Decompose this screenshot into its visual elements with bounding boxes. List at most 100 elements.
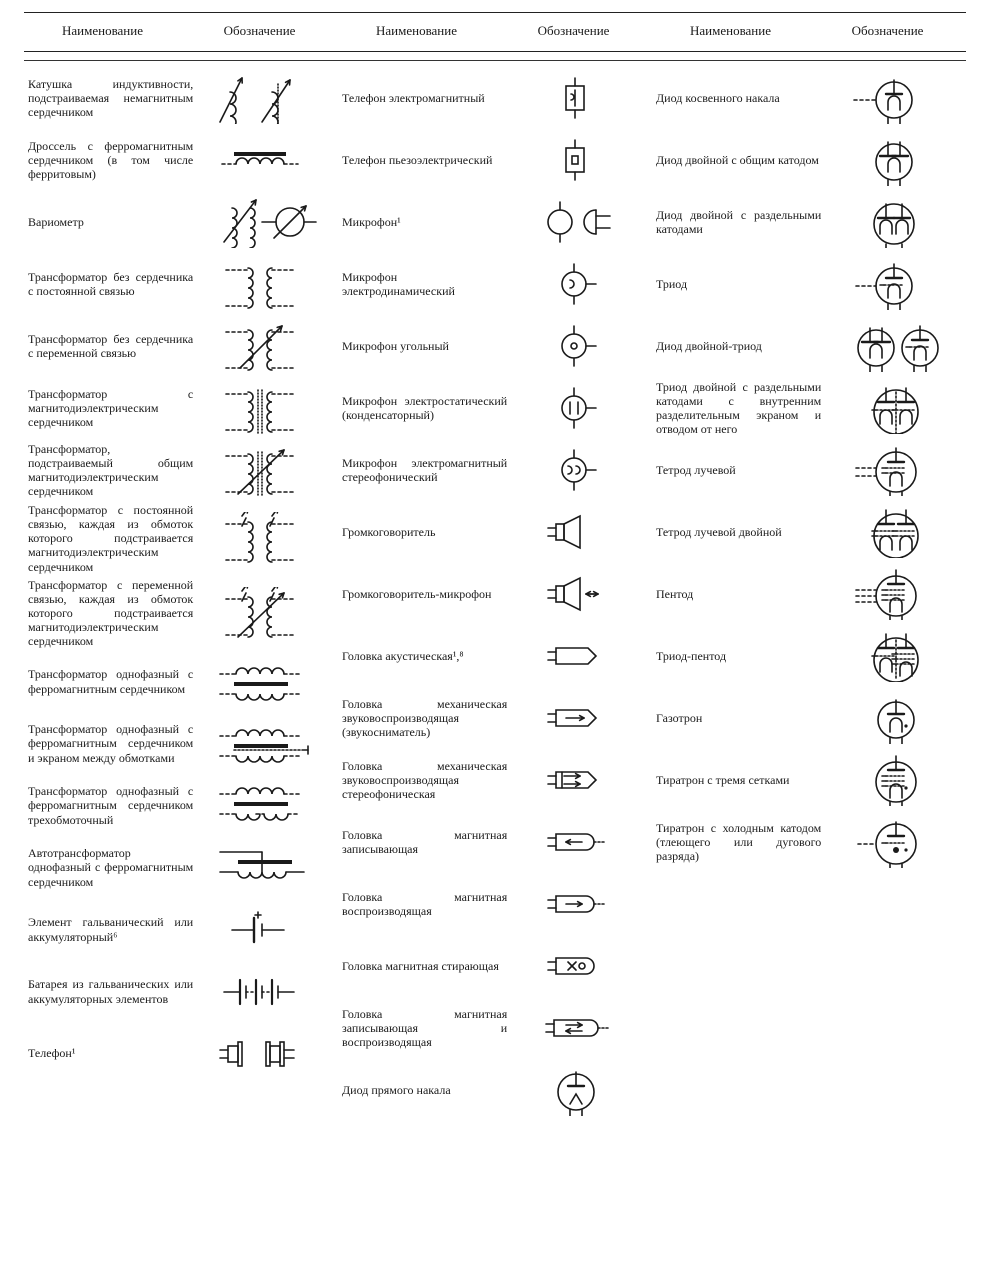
- head-mag-rw-icon: [513, 1002, 648, 1054]
- table-row: Вариометр: [24, 191, 338, 253]
- component-name: Газотрон: [656, 711, 827, 725]
- table-row: Триод: [652, 253, 966, 315]
- head-mag-erase-icon: [513, 940, 648, 992]
- table-row: Диод двойной с раздельными катодами: [652, 191, 966, 253]
- component-name: Тетрод лучевой двойной: [656, 525, 827, 539]
- table-row: Пентод: [652, 563, 966, 625]
- table-row: Диод двойной-триод: [652, 315, 966, 377]
- component-name: Элемент гальванический или аккумуляторны…: [28, 915, 199, 943]
- diode-double-sep-icon: [827, 196, 962, 248]
- speaker-mic-icon: [513, 568, 648, 620]
- telephone-piezo-icon: [513, 134, 648, 186]
- mic-condenser-icon: [513, 382, 648, 434]
- table-row: Громкоговоритель-микрофон: [338, 563, 652, 625]
- component-name: Тетрод лучевой: [656, 463, 827, 477]
- table-row: Трансформатор с переменной связью, кажда…: [24, 576, 338, 651]
- component-name: Микрофон угольный: [342, 339, 513, 353]
- gasotron-icon: [827, 692, 962, 744]
- autoxfmr-icon: [199, 842, 334, 894]
- diode-double-common-icon: [827, 134, 962, 186]
- microphone-icon: [513, 196, 648, 248]
- xfmr-1ph-ferro-icon: [199, 656, 334, 708]
- component-name: Дроссель с ферромагнитным сердечником (в…: [28, 139, 199, 181]
- component-name: Головка магнитная записывающая и воспрои…: [342, 1007, 513, 1049]
- component-name: Катушка индуктивности, подстраиваемая не…: [28, 77, 199, 119]
- component-name: Тиратрон с тремя сетками: [656, 773, 827, 787]
- diode-double-triode-icon: [827, 320, 962, 372]
- xfmr-var-each-adj-icon: [199, 587, 334, 639]
- component-name: Головка механическая звуковоспроизводяща…: [342, 759, 513, 801]
- header-symbol-1: Обозначение: [181, 13, 338, 51]
- table-row: Диод двойной с общим катодом: [652, 129, 966, 191]
- component-name: Диод двойной с общим катодом: [656, 153, 827, 167]
- xfmr-1ph-shield-icon: [199, 718, 334, 770]
- table-row: Элемент гальванический или аккумуляторны…: [24, 899, 338, 961]
- component-name: Диод двойной с раздельными катодами: [656, 208, 827, 236]
- table-row: Триод-пентод: [652, 625, 966, 687]
- component-name: Триод: [656, 277, 827, 291]
- table-row: Диод косвенного накала: [652, 67, 966, 129]
- component-name: Диод двойной-триод: [656, 339, 827, 353]
- xfmr-magdiel-icon: [199, 382, 334, 434]
- component-name: Трансформатор однофазный с ферромагнитны…: [28, 784, 199, 826]
- component-name: Тиратрон с холодным катодом (тлеющего ил…: [656, 821, 827, 863]
- thyratron-3grid-icon: [827, 754, 962, 806]
- xfmr-air-variable-icon: [199, 320, 334, 372]
- table-row: Триод двойной с раздельными катодами с в…: [652, 377, 966, 439]
- table-row: Головка магнитная записывающая и воспрои…: [338, 997, 652, 1059]
- table-row: Микрофон¹: [338, 191, 652, 253]
- head-mag-play-icon: [513, 878, 648, 930]
- header-name-2: Наименование: [338, 13, 495, 51]
- table-row: Головка магнитная записывающая: [338, 811, 652, 873]
- tetrode-beam-double-icon: [827, 506, 962, 558]
- component-name: Трансформатор без сердечника с постоянно…: [28, 270, 199, 298]
- mic-dynamic-icon: [513, 258, 648, 310]
- table-row: Головка механическая звуковоспроизводяща…: [338, 749, 652, 811]
- component-name: Трансформатор с постоянной связью, кажда…: [28, 503, 199, 574]
- table-row: Телефон пьезоэлектрический: [338, 129, 652, 191]
- component-name: Трансформатор без сердечника с переменно…: [28, 332, 199, 360]
- pentode-icon: [827, 568, 962, 620]
- component-name: Батарея из гальванических или аккумулято…: [28, 977, 199, 1005]
- column-pair-2: Телефон электромагнитный Телефон пьезоэле…: [338, 67, 652, 1121]
- choke-ferrite-icon: [199, 134, 334, 186]
- table-row: Микрофон угольный: [338, 315, 652, 377]
- page: Наименование Обозначение Наименование Об…: [0, 0, 990, 1145]
- component-name: Головка магнитная стирающая: [342, 959, 513, 973]
- component-name: Головка акустическая¹,⁸: [342, 649, 513, 663]
- table-row: Тиратрон с холодным катодом (тлеющего ил…: [652, 811, 966, 873]
- diode-indirect-icon: [827, 72, 962, 124]
- component-name: Микрофон электростатический (конденсатор…: [342, 394, 513, 422]
- telephone-icon: [199, 1028, 334, 1080]
- component-name: Микрофон электродинамический: [342, 270, 513, 298]
- table-row: Дроссель с ферромагнитным сердечником (в…: [24, 129, 338, 191]
- xfmr-fixed-each-adj-icon: [199, 512, 334, 564]
- component-name: Громкоговоритель-микрофон: [342, 587, 513, 601]
- table-row: Головка магнитная воспроизводящая: [338, 873, 652, 935]
- component-name: Триод двойной с раздельными катодами с в…: [656, 380, 827, 437]
- variometer-icon: [199, 196, 334, 248]
- component-name: Диод косвенного накала: [656, 91, 827, 105]
- component-name: Головка механическая звуковоспроизводяща…: [342, 697, 513, 739]
- head-mech-play-icon: [513, 692, 648, 744]
- component-name: Вариометр: [28, 215, 199, 229]
- component-name: Трансформатор однофазный с ферромагнитны…: [28, 722, 199, 764]
- triode-icon: [827, 258, 962, 310]
- component-name: Головка магнитная воспроизводящая: [342, 890, 513, 918]
- component-name: Диод прямого накала: [342, 1083, 513, 1097]
- table-row: Диод прямого накала: [338, 1059, 652, 1121]
- component-name: Телефон электромагнитный: [342, 91, 513, 105]
- table-row: Трансформатор с постоянной связью, кажда…: [24, 501, 338, 576]
- component-name: Трансформатор с магнитодиэлектрическим с…: [28, 387, 199, 429]
- component-name: Автотрансформатор однофазный с ферромагн…: [28, 846, 199, 888]
- component-name: Трансформатор однофазный с ферромагнитны…: [28, 667, 199, 695]
- xfmr-adj-core-icon: [199, 444, 334, 496]
- component-name: Телефон пьезоэлектрический: [342, 153, 513, 167]
- table-row: Телефон¹: [24, 1023, 338, 1085]
- table-row: Трансформатор однофазный с ферромагнитны…: [24, 775, 338, 837]
- table-row: Микрофон электростатический (конденсатор…: [338, 377, 652, 439]
- table-row: Головка акустическая¹,⁸: [338, 625, 652, 687]
- xfmr-1ph-3w-icon: [199, 780, 334, 832]
- triode-pentode-icon: [827, 630, 962, 682]
- cell-icon: [199, 904, 334, 956]
